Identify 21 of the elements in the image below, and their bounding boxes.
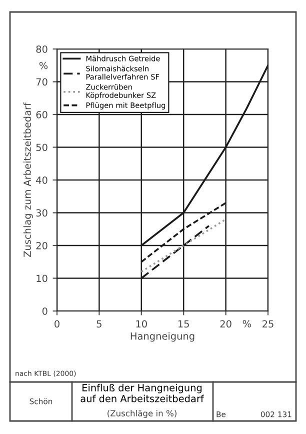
x-tick-label: 10 (136, 320, 147, 328)
x-tick-label: 0 (54, 320, 60, 328)
y-tick-label: 0 (42, 307, 48, 315)
y-tick-label: 80 (36, 45, 48, 53)
x-tick-label: 20 (220, 320, 232, 328)
text: (Zuschläge in %) (108, 410, 176, 418)
x-tick-label: 5 (96, 320, 102, 328)
x-tick-label: % (242, 320, 251, 328)
y-tick-label: 30 (36, 209, 48, 217)
y-tick-label: % (39, 62, 48, 70)
y-tick-label: 10 (36, 274, 48, 282)
y-tick-label: 50 (36, 144, 48, 152)
y-axis-title: Zuschlag zum Arbeitszeitbedarf (23, 102, 33, 257)
x-tick-label: 15 (178, 320, 189, 328)
text: Einfluß der Hangneigung auf den Arbeitszeitbedarf (80, 384, 204, 402)
y-tick-label: 70 (36, 78, 48, 86)
x-tick-label: 25 (262, 320, 274, 328)
y-tick-label: 20 (36, 242, 48, 250)
y-tick-label: 60 (36, 110, 48, 118)
y-tick-label: 40 (36, 176, 48, 184)
x-axis-title: Hangneigung (130, 332, 194, 342)
